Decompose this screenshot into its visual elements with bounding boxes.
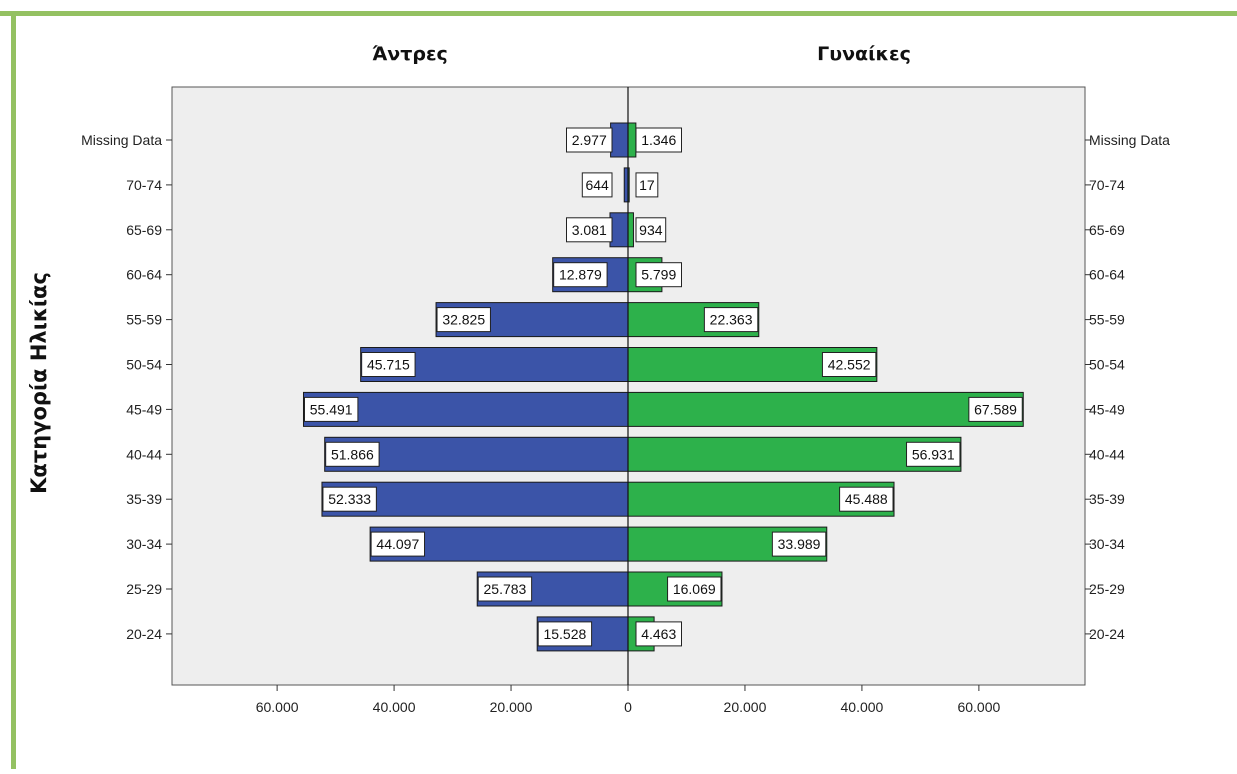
frame-left-border <box>11 11 16 769</box>
value-label-box-men <box>537 621 593 647</box>
x-tick-label: 0 <box>624 699 632 715</box>
x-tick-label: 20.000 <box>724 699 767 715</box>
y-tick-label-left: Missing Data <box>81 132 162 148</box>
y-tick-label-right: 35-39 <box>1089 491 1125 507</box>
value-label-women: 56.931 <box>912 446 955 462</box>
y-tick-label-left: 25-29 <box>126 581 162 597</box>
value-label-women: 4.463 <box>641 626 676 642</box>
y-tick-label-left: 40-44 <box>126 446 162 462</box>
value-label-box-men <box>553 262 608 288</box>
value-label-women: 45.488 <box>845 491 888 507</box>
y-tick-label-left: 55-59 <box>126 312 162 328</box>
bar-men <box>610 122 629 158</box>
y-tick-label-right: 30-34 <box>1089 536 1125 552</box>
y-tick-label-left: 65-69 <box>126 222 162 238</box>
value-label-box-women <box>635 217 667 243</box>
bar-women <box>627 436 962 472</box>
value-labels-layer: 2.977 1.346 644 17 3.081 934 12.879 5.799 32.825… <box>303 127 1023 647</box>
y-tick-label-right: 60-64 <box>1089 267 1125 283</box>
value-label-box-women <box>968 396 1023 422</box>
y-tick-label-right: 70-74 <box>1089 177 1125 193</box>
value-label-women: 33.989 <box>778 536 821 552</box>
y-tick-label-right: 40-44 <box>1089 446 1125 462</box>
bar-men <box>609 212 629 248</box>
bar-women <box>627 391 1024 427</box>
value-label-box-men <box>581 172 613 198</box>
value-label-box-women <box>667 576 722 602</box>
value-label-women: 42.552 <box>828 357 871 373</box>
y-tick-label-right: 55-59 <box>1089 312 1125 328</box>
value-label-box-men <box>436 307 491 333</box>
value-label-women: 22.363 <box>710 312 753 328</box>
value-label-box-women <box>703 307 759 333</box>
value-label-men: 44.097 <box>376 536 419 552</box>
value-label-box-women <box>839 486 894 512</box>
y-tick-label-right: 45-49 <box>1089 401 1125 417</box>
value-label-box-men <box>370 531 426 557</box>
value-label-box-women <box>906 441 961 467</box>
value-label-women: 17 <box>639 177 655 193</box>
value-label-box-women <box>635 127 682 153</box>
value-label-box-women <box>635 172 659 198</box>
value-label-men: 45.715 <box>367 357 410 373</box>
value-label-men: 55.491 <box>310 401 353 417</box>
value-label-men: 51.866 <box>331 446 374 462</box>
value-label-women: 1.346 <box>641 132 676 148</box>
y-tick-label-left: 70-74 <box>126 177 162 193</box>
value-label-men: 15.528 <box>543 626 586 642</box>
y-tick-label-right: 25-29 <box>1089 581 1125 597</box>
x-tick-label: 40.000 <box>841 699 884 715</box>
value-label-men: 25.783 <box>484 581 527 597</box>
value-label-box-women <box>771 531 827 557</box>
y-tick-label-left: 45-49 <box>126 401 162 417</box>
value-label-men: 52.333 <box>328 491 371 507</box>
value-label-men: 12.879 <box>559 267 602 283</box>
value-label-men: 32.825 <box>442 312 485 328</box>
value-label-box-men <box>322 486 377 512</box>
series-header-men: Άντρες <box>372 43 448 65</box>
y-tick-label-left: 20-24 <box>126 626 162 642</box>
y-tick-label-left: 35-39 <box>126 491 162 507</box>
value-label-box-men <box>477 576 533 602</box>
value-label-box-women <box>635 262 682 288</box>
value-label-men: 2.977 <box>572 132 607 148</box>
value-label-box-men <box>566 217 613 243</box>
bar-women <box>627 212 634 248</box>
x-tick-label: 60.000 <box>957 699 1000 715</box>
y-tick-label-right: Missing Data <box>1089 132 1170 148</box>
y-tick-label-left: 60-64 <box>126 267 162 283</box>
x-tick-label: 40.000 <box>373 699 416 715</box>
value-label-box-women <box>635 621 682 647</box>
value-label-box-men <box>566 127 613 153</box>
value-label-women: 5.799 <box>641 267 676 283</box>
frame-top-border <box>0 11 1237 16</box>
value-label-women: 934 <box>639 222 663 238</box>
value-label-box-men <box>361 352 416 377</box>
x-tick-label: 60.000 <box>256 699 299 715</box>
y-tick-label-right: 65-69 <box>1089 222 1125 238</box>
y-tick-label-right: 50-54 <box>1089 357 1125 373</box>
value-label-box-men <box>325 441 380 467</box>
value-label-men: 644 <box>585 177 609 193</box>
value-label-men: 3.081 <box>572 222 607 238</box>
value-label-women: 67.589 <box>974 401 1017 417</box>
value-label-women: 16.069 <box>673 581 716 597</box>
x-tick-label: 20.000 <box>490 699 533 715</box>
y-tick-label-right: 20-24 <box>1089 626 1125 642</box>
y-tick-label-left: 30-34 <box>126 536 162 552</box>
bar-women <box>627 122 637 158</box>
series-header-women: Γυναίκες <box>817 43 911 65</box>
y-tick-label-left: 50-54 <box>126 357 162 373</box>
value-label-box-men <box>303 396 359 422</box>
y-axis-title: Κατηγορία Ηλικίας <box>27 272 51 494</box>
value-label-box-women <box>821 352 877 377</box>
axes-layer: Missing Data Missing Data 70-74 70-74 65-69 6… <box>81 87 1170 715</box>
